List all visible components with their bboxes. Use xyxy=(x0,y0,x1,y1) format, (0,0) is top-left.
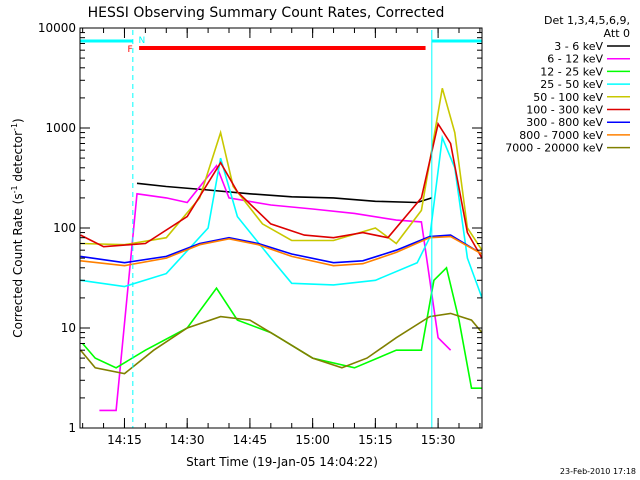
x-tick-label: 15:30 xyxy=(421,433,456,447)
y-label-end: ) xyxy=(11,118,25,123)
series-line xyxy=(81,266,482,389)
y-label-mid: detector xyxy=(11,131,25,186)
y-label-sup1: -1 xyxy=(10,185,19,193)
x-tick-label: 14:15 xyxy=(107,433,142,447)
legend-label: 25 - 50 keV xyxy=(540,78,603,91)
series-line xyxy=(80,121,483,259)
y-tick-label: 1000 xyxy=(45,121,76,135)
x-tick-label: 15:15 xyxy=(358,433,393,447)
series-line xyxy=(80,235,483,267)
ticks-layer: 1 10 100 1000 10000 14:15 14:30 14:45 15:00 15:15… xyxy=(38,21,482,447)
y-tick-label: 1 xyxy=(68,421,76,435)
legend-header-line1: Det 1,3,4,5,6,9, xyxy=(544,14,630,27)
x-tick-label: 14:30 xyxy=(170,433,205,447)
series-line xyxy=(80,134,483,299)
y-tick-label: 10 xyxy=(61,321,76,335)
flare-flag-label: F xyxy=(128,45,133,55)
legend-label: 6 - 12 keV xyxy=(547,53,603,66)
legend-label: 100 - 300 keV xyxy=(526,104,603,117)
chart-title: HESSI Observing Summary Count Rates, Cor… xyxy=(88,5,445,21)
footer-date: 23-Feb-2010 17:18 xyxy=(560,467,636,476)
y-label-main: Corrected Count Rate (s xyxy=(11,193,25,337)
x-tick-label: 14:45 xyxy=(233,433,268,447)
y-tick-label: 100 xyxy=(53,221,76,235)
legend-label: 300 - 800 keV xyxy=(526,116,603,129)
series-line xyxy=(99,164,452,412)
plot-lines xyxy=(79,87,483,412)
series-line xyxy=(80,234,483,264)
x-axis-label: Start Time (19-Jan-05 14:04:22) xyxy=(186,455,378,469)
x-tick-label: 15:00 xyxy=(295,433,330,447)
series-line xyxy=(136,182,433,204)
y-axis-label: Corrected Count Rate (s-1 detector-1) xyxy=(10,118,25,337)
y-label-sup2: -1 xyxy=(10,123,19,131)
legend-label: 7000 - 20000 keV xyxy=(505,142,603,155)
legend-label: 12 - 25 keV xyxy=(540,65,603,78)
legend-header-line2: Att 0 xyxy=(604,27,630,40)
series-line xyxy=(80,87,483,251)
legend-label: 800 - 7000 keV xyxy=(519,129,603,142)
night-flag-label: N xyxy=(138,36,145,46)
y-tick-label: 10000 xyxy=(38,21,76,35)
legend-label: 50 - 100 keV xyxy=(533,91,603,104)
series-line xyxy=(79,312,483,375)
legend-label: 3 - 6 keV xyxy=(554,40,603,53)
